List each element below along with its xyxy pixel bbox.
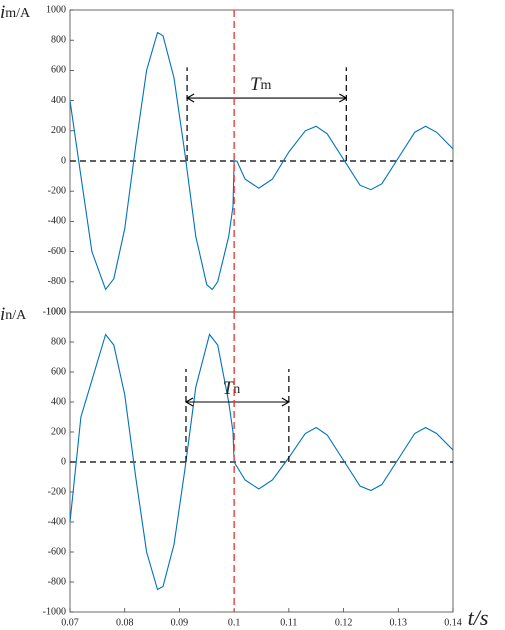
x-axis-label: t/s <box>468 605 489 630</box>
arrow-head <box>281 397 290 407</box>
x-tick-label: 0.11 <box>280 617 297 628</box>
period-subscript: n <box>233 382 240 397</box>
arrow-head <box>185 93 195 103</box>
series-line <box>69 31 454 291</box>
x-tick-label: 0.1 <box>228 617 241 628</box>
y-tick-label: 0 <box>61 155 66 166</box>
y-tick-label: 200 <box>51 426 66 437</box>
y-tick-label: -400 <box>48 216 66 227</box>
y-label-unit: n/A <box>5 308 27 323</box>
y-tick-label: -400 <box>48 516 66 527</box>
period-symbol: T <box>223 378 235 399</box>
y-label-symbol: i <box>0 304 5 325</box>
x-tick-label: 0.07 <box>61 617 79 628</box>
period-label: Tm <box>250 74 272 95</box>
y-tick-label: -200 <box>48 185 66 196</box>
x-tick-label: 0.13 <box>390 617 408 628</box>
y-tick-label: -600 <box>48 546 66 557</box>
x-tick-label: 0.14 <box>444 617 462 628</box>
y-label-symbol: i <box>0 2 5 23</box>
y-tick-label: 800 <box>51 336 66 347</box>
y-tick-label: 800 <box>51 34 66 45</box>
y-tick-label: -200 <box>48 486 66 497</box>
y-axis-label: in/A <box>0 304 27 325</box>
arrow-head <box>184 397 194 407</box>
y-label-unit: m/A <box>5 6 31 21</box>
period-symbol: T <box>250 74 262 95</box>
x-tick-label: 0.12 <box>335 617 353 628</box>
x-tick-label: 0.09 <box>171 617 189 628</box>
x-tick-label: 0.08 <box>116 617 134 628</box>
y-tick-label: -1000 <box>43 306 66 317</box>
period-subscript: m <box>261 78 272 93</box>
y-tick-label: 400 <box>51 95 66 106</box>
y-tick-label: 1000 <box>46 306 66 317</box>
arrow-head <box>339 93 348 103</box>
y-tick-label: 200 <box>51 125 66 136</box>
y-axis-label: im/A <box>0 2 31 23</box>
y-tick-label: 400 <box>51 396 66 407</box>
period-label: Tn <box>223 378 241 399</box>
y-tick-label: -800 <box>48 276 66 287</box>
y-tick-label: 600 <box>51 366 66 377</box>
y-tick-label: 0 <box>61 456 66 467</box>
y-tick-label: 600 <box>51 65 66 76</box>
y-tick-label: -600 <box>48 246 66 257</box>
y-tick-label: -1000 <box>43 606 66 617</box>
y-tick-label: 1000 <box>46 4 66 15</box>
y-tick-label: -800 <box>48 576 66 587</box>
